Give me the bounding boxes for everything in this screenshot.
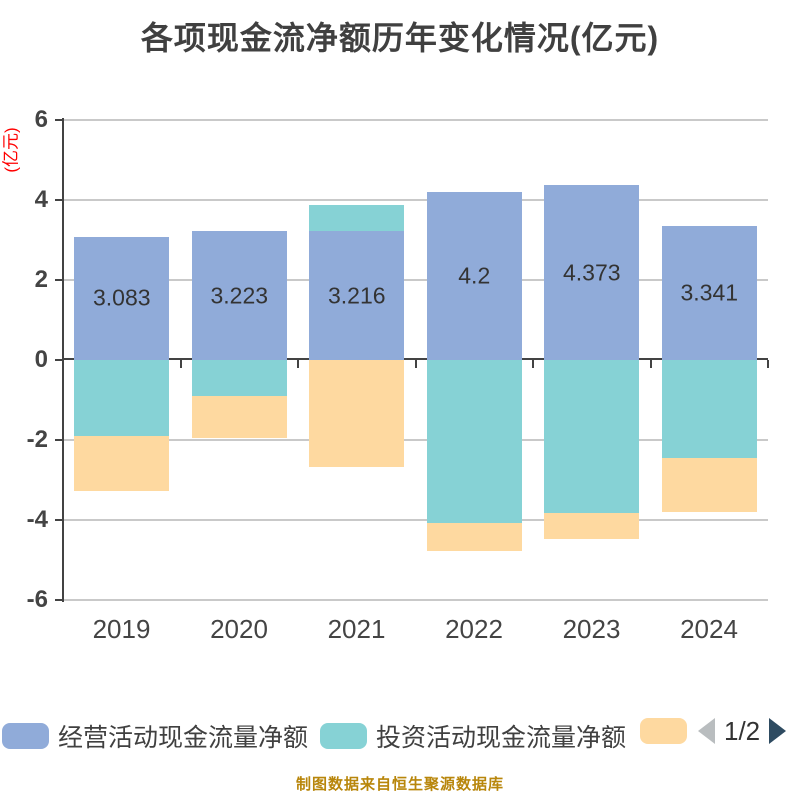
x-axis-label: 2019 xyxy=(92,614,151,644)
bar-segment-2023-s2[interactable] xyxy=(544,513,640,540)
bar-data-label: 3.341 xyxy=(680,279,739,306)
x-axis-label: 2022 xyxy=(445,614,503,644)
y-axis-tick xyxy=(55,439,63,441)
bar-segment-2023-s1[interactable] xyxy=(544,360,640,514)
y-axis-tick xyxy=(55,199,63,201)
bar-data-label: 3.083 xyxy=(92,284,151,311)
gridline xyxy=(63,439,768,441)
bar-segment-2019-s0[interactable] xyxy=(74,236,170,360)
legend-swatch-icon xyxy=(640,718,687,744)
bar-segment-2021-s2[interactable] xyxy=(309,360,405,467)
y-axis-name: (亿元) xyxy=(1,127,21,173)
bar-segment-2019-s2[interactable] xyxy=(74,436,170,492)
bar-segment-2022-s2[interactable] xyxy=(426,523,522,552)
legend-pagination: 1/2 xyxy=(698,715,787,746)
x-axis-label: 2024 xyxy=(680,614,738,644)
y-axis-tick xyxy=(55,359,63,361)
legend-item-label: 经营活动现金流量净额 xyxy=(58,724,309,752)
bar-segment-2022-s1[interactable] xyxy=(426,360,522,524)
x-axis-tick xyxy=(649,360,652,368)
y-axis-tick xyxy=(55,119,63,121)
bar-data-label: 3.223 xyxy=(210,282,269,309)
gridline xyxy=(63,519,768,521)
legend-next-icon[interactable] xyxy=(769,718,787,744)
x-axis-label: 2020 xyxy=(210,614,268,644)
legend-item-3[interactable] xyxy=(640,718,696,744)
y-axis-label: 6 xyxy=(34,106,48,133)
bar-segment-2019-s1[interactable] xyxy=(74,360,170,436)
legend-swatch-icon xyxy=(2,723,49,749)
y-axis-tick xyxy=(55,519,63,521)
y-axis-label: -6 xyxy=(26,586,48,613)
x-axis-tick xyxy=(767,360,769,368)
bar-segment-2024-s1[interactable] xyxy=(661,360,757,459)
gridline xyxy=(63,279,768,281)
legend-prev-icon[interactable] xyxy=(698,718,715,744)
bar-segment-2023-s0[interactable] xyxy=(544,185,640,360)
bar-segment-2021-s1[interactable] xyxy=(309,205,405,232)
x-axis-tick xyxy=(179,360,182,368)
gridline xyxy=(63,599,768,601)
legend-item-1[interactable]: 经营活动现金流量净额 xyxy=(2,718,308,754)
x-axis-tick xyxy=(532,360,534,368)
bar-segment-2020-s0[interactable] xyxy=(191,231,287,360)
legend-swatch-icon xyxy=(320,723,367,749)
y-axis-label: -4 xyxy=(26,506,48,533)
bar-segment-2024-s2[interactable] xyxy=(661,458,757,512)
x-axis-line xyxy=(63,358,768,360)
bar-data-label: 4.373 xyxy=(562,259,621,286)
caption: 制图数据来自恒生聚源数据库 xyxy=(295,776,504,793)
gridline xyxy=(63,199,768,201)
chart-title: 各项现金流净额历年变化情况(亿元) xyxy=(140,20,660,56)
legend-item-2[interactable]: 投资活动现金流量净额 xyxy=(320,718,626,754)
y-axis-label: -2 xyxy=(26,426,48,453)
y-axis-tick xyxy=(55,599,63,601)
legend-item-label: 投资活动现金流量净额 xyxy=(376,724,627,752)
y-axis-label: 4 xyxy=(34,186,48,213)
x-axis-label: 2023 xyxy=(562,614,621,644)
x-axis-tick xyxy=(62,360,64,368)
bar-segment-2020-s2[interactable] xyxy=(191,396,287,439)
legend: 投资活动现金流量净额 经营活动现金流量净额 1/2 xyxy=(0,715,800,754)
x-axis-label: 2021 xyxy=(327,614,386,644)
legend-page-indicator: 1/2 xyxy=(724,715,761,746)
y-axis-label: 2 xyxy=(34,266,48,293)
bar-segment-2022-s0[interactable] xyxy=(426,192,522,360)
bar-segment-2021-s0[interactable] xyxy=(309,231,405,360)
x-axis-tick xyxy=(297,360,299,368)
bar-segment-2020-s1[interactable] xyxy=(191,360,287,396)
y-axis-tick xyxy=(55,279,63,281)
gridline xyxy=(63,119,768,121)
x-axis-tick xyxy=(414,360,417,368)
bar-data-label: 4.2 xyxy=(458,262,491,289)
y-axis-label: 0 xyxy=(34,346,48,373)
bar-segment-2024-s0[interactable] xyxy=(661,226,757,360)
bar-data-label: 3.216 xyxy=(327,282,386,309)
